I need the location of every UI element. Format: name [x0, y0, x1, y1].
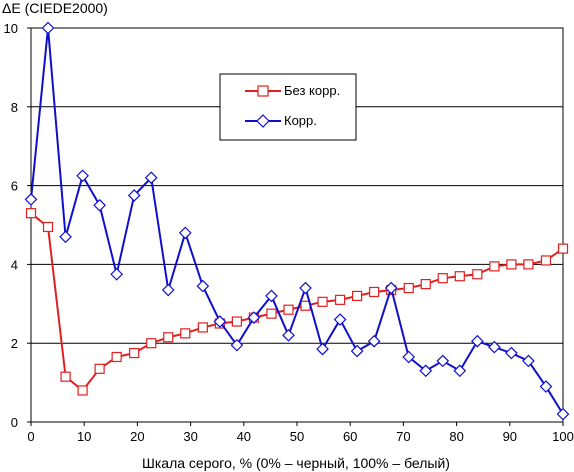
x-axis-title: Шкала серого, % (0% – черный, 100% – бел… [142, 455, 450, 471]
x-axis-tick-labels: 0 10 20 30 40 50 60 70 80 90 100 [27, 422, 574, 444]
data-point-square [60, 371, 71, 382]
series-layer [24, 21, 570, 421]
y-tick-label: 6 [11, 179, 18, 194]
data-point-diamond [333, 313, 347, 326]
y-axis-title: ΔE (CIEDE2000) [2, 0, 108, 16]
data-point-diamond [76, 169, 89, 183]
data-point-diamond [299, 281, 312, 295]
x-tick-label: 40 [237, 429, 251, 444]
data-point-diamond [419, 364, 433, 378]
data-point-diamond [24, 193, 38, 206]
data-point-square [129, 347, 140, 359]
data-point-diamond [453, 364, 467, 378]
data-point-diamond [522, 354, 535, 368]
data-point-square [454, 271, 465, 282]
data-point-square [163, 332, 174, 343]
x-tick-label: 90 [503, 429, 517, 444]
data-point-square [180, 328, 191, 339]
data-point-square [403, 282, 414, 294]
y-axis-tick-labels: 0 2 4 6 8 10 [4, 21, 31, 430]
data-point-diamond [247, 311, 261, 324]
data-point-square [420, 279, 431, 290]
data-point-square [489, 261, 500, 272]
legend-marker-square [257, 85, 269, 97]
data-point-diamond [282, 328, 295, 342]
legend-marker-diamond [256, 114, 270, 128]
data-point-diamond [402, 350, 416, 364]
data-point-square [77, 385, 88, 396]
series-line [30, 212, 564, 392]
y-tick-label: 4 [11, 257, 18, 272]
data-point-diamond [350, 344, 364, 358]
data-point-square [352, 290, 363, 302]
x-tick-label: 30 [183, 429, 197, 444]
x-tick-label: 0 [27, 429, 34, 444]
data-point-diamond [178, 226, 192, 240]
data-point-square [334, 294, 346, 305]
data-point-diamond [161, 283, 175, 297]
data-point-diamond [505, 346, 518, 360]
data-point-diamond [265, 289, 278, 303]
data-point-square [94, 363, 105, 374]
data-point-square [283, 304, 294, 315]
data-point-diamond [196, 279, 210, 293]
legend-label-uncorrected: Без корр. [284, 83, 340, 98]
data-point-diamond [230, 338, 244, 352]
series-line [30, 27, 564, 415]
x-tick-label: 70 [396, 429, 410, 444]
data-point-square [111, 351, 122, 363]
legend-box [219, 73, 357, 141]
data-point-square [197, 322, 208, 333]
y-tick-label: 0 [11, 415, 18, 430]
data-point-square [317, 296, 328, 307]
data-point-diamond [144, 171, 158, 185]
legend: Без корр. Корр. [219, 73, 357, 141]
data-point-diamond [41, 21, 55, 35]
data-point-diamond [436, 354, 450, 368]
data-point-square [146, 338, 157, 349]
y-tick-label: 10 [4, 21, 18, 36]
data-point-diamond [384, 281, 398, 295]
data-point-square [506, 259, 517, 270]
data-point-square [540, 255, 552, 266]
y-tick-label: 8 [11, 100, 18, 115]
legend-item-corrected: Корр. [245, 113, 317, 128]
data-point-diamond [316, 342, 329, 356]
x-tick-label: 10 [77, 429, 91, 444]
series-corrected [24, 21, 570, 421]
legend-item-uncorrected: Без корр. [245, 83, 340, 98]
data-point-diamond [367, 334, 381, 348]
data-point-square [523, 259, 534, 270]
x-tick-label: 60 [343, 429, 357, 444]
data-point-square [557, 243, 569, 254]
data-point-square [266, 308, 277, 319]
data-point-square [42, 221, 54, 233]
data-point-diamond [110, 267, 124, 281]
x-tick-label: 50 [290, 429, 304, 444]
data-point-diamond [59, 230, 72, 244]
x-tick-label: 20 [130, 429, 144, 444]
data-point-square [437, 273, 448, 284]
x-tick-label: 80 [449, 429, 463, 444]
data-point-square [472, 269, 483, 280]
legend-label-corrected: Корр. [284, 113, 317, 128]
data-point-diamond [488, 340, 501, 354]
data-point-square [25, 208, 37, 219]
data-point-square [369, 286, 380, 298]
data-point-diamond [127, 189, 141, 202]
data-point-diamond [470, 334, 484, 348]
y-tick-label: 2 [11, 336, 18, 351]
x-tick-label: 100 [552, 429, 574, 444]
series-uncorrected [25, 208, 569, 396]
data-point-diamond [556, 407, 570, 421]
data-point-diamond [213, 315, 227, 328]
data-point-diamond [93, 198, 106, 212]
data-point-diamond [539, 380, 553, 393]
data-point-square [231, 316, 242, 327]
